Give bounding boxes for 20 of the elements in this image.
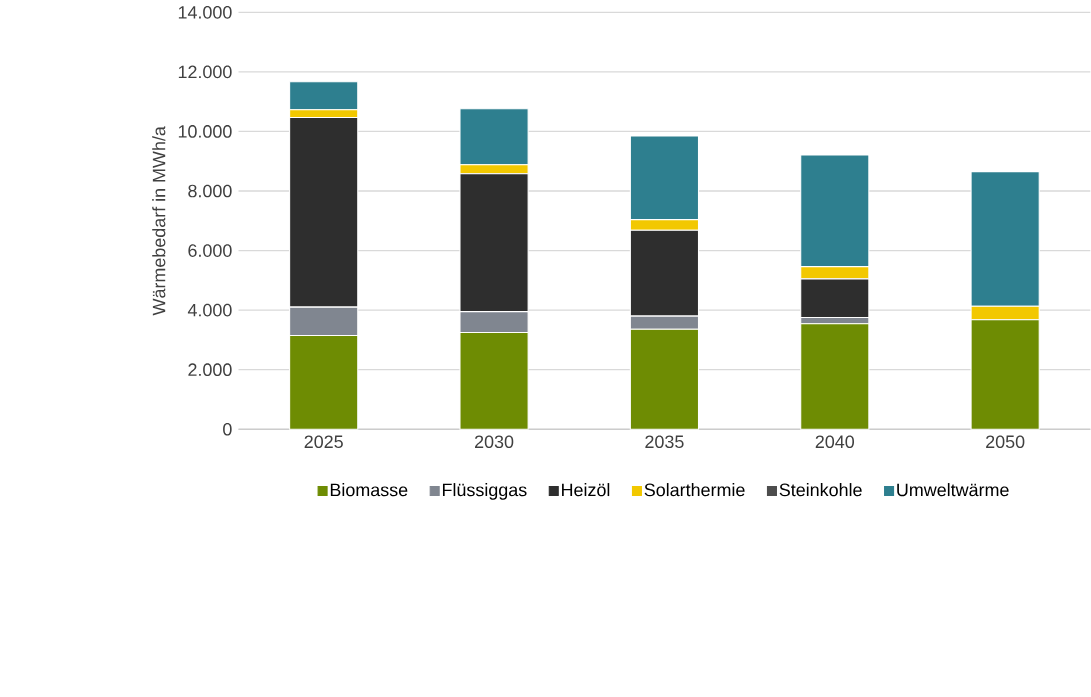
legend-label: Umweltwärme (897, 482, 1009, 497)
legend-label: Steinkohle (779, 482, 862, 497)
legend-label: Biomasse (330, 482, 408, 497)
x-tick-label: 2030 (475, 435, 514, 448)
y-axis-title: Wärmebedarf in MWh/a (152, 126, 166, 316)
y-tick-label: 10.000 (178, 124, 232, 138)
y-tick-label: 8.000 (188, 184, 232, 198)
legend-label: Heizöl (562, 482, 610, 497)
x-tick-label: 2050 (986, 435, 1025, 448)
y-tick-label: 12.000 (178, 65, 232, 79)
x-tick-label: 2040 (815, 435, 855, 448)
legend-label: Solarthermie (644, 482, 745, 497)
legend-label: Flüssiggas (442, 482, 527, 500)
y-tick-label: 0 (223, 422, 232, 436)
y-tick-label: 4.000 (187, 303, 232, 317)
x-tick-label: 2035 (645, 435, 684, 448)
x-tick-label: 2025 (304, 435, 343, 448)
y-tick-label: 6.000 (188, 244, 232, 257)
y-tick-label: 14.000 (178, 5, 232, 19)
y-tick-label: 2.000 (188, 363, 232, 376)
